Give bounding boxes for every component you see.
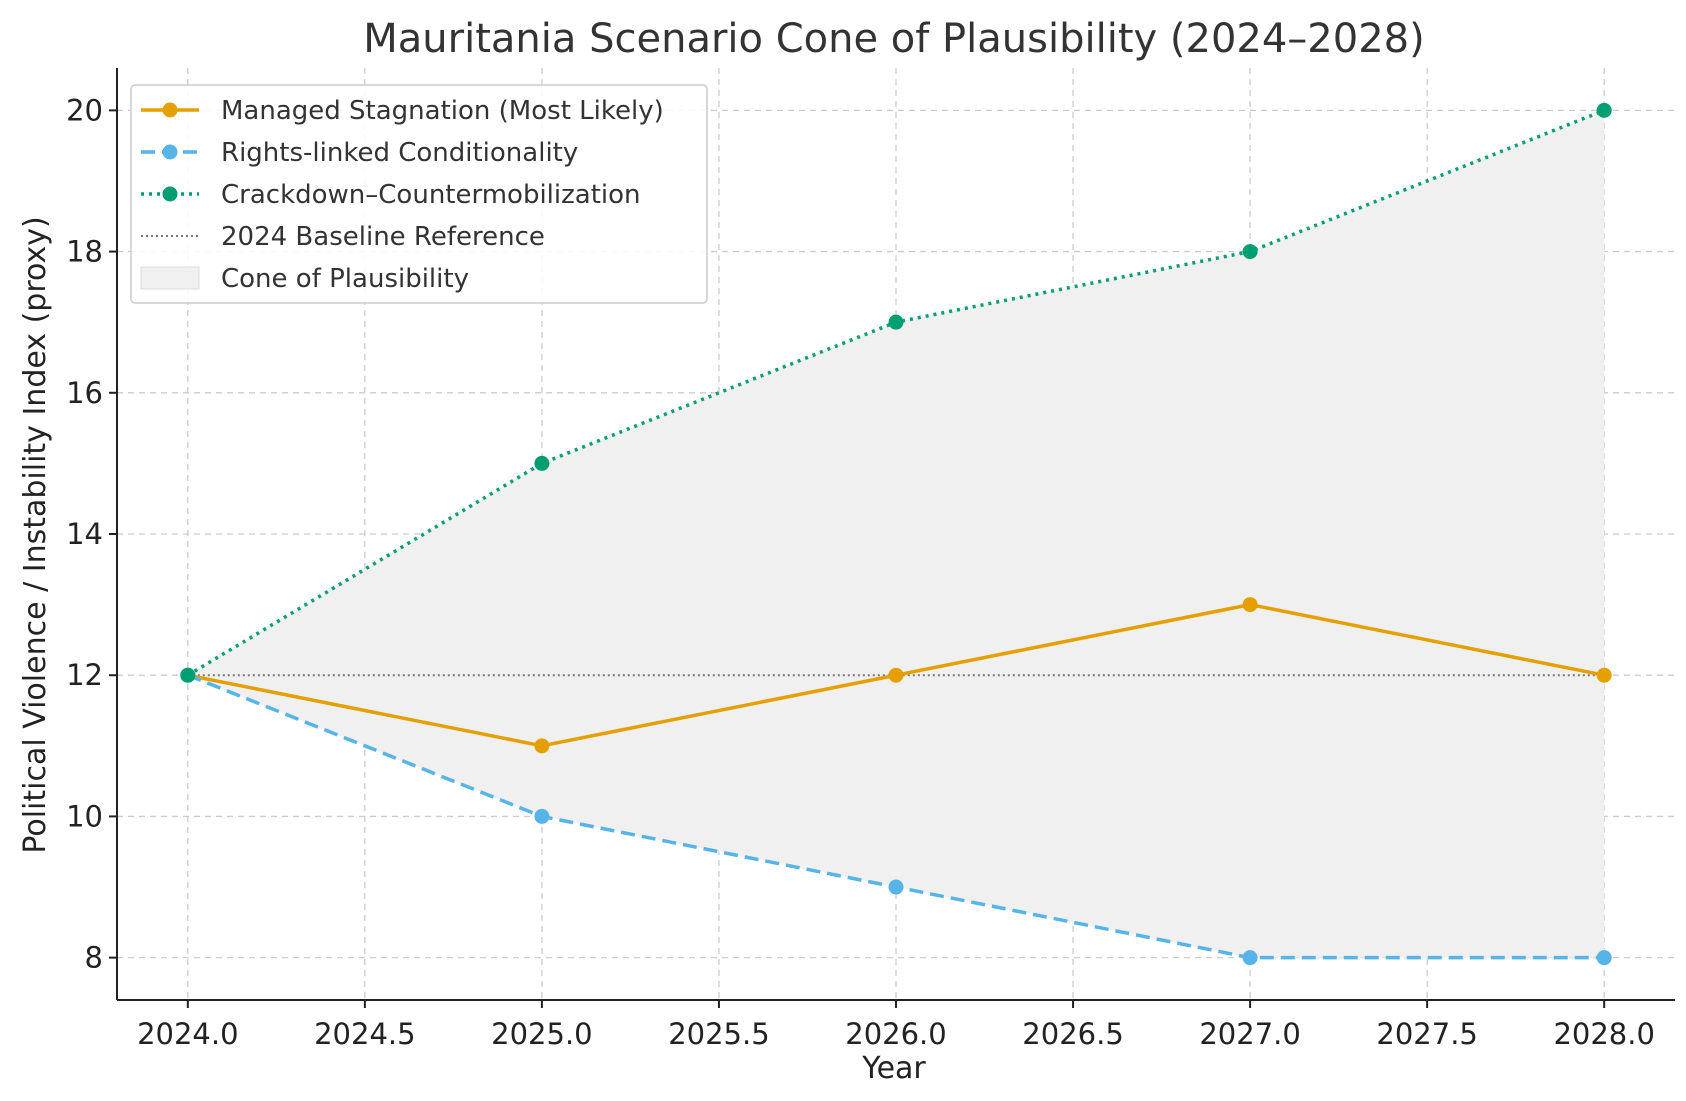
y-tick-label: 12 xyxy=(66,658,103,692)
series-0-point xyxy=(534,738,550,754)
x-tick-label: 2026.0 xyxy=(845,1017,946,1051)
series-2-point xyxy=(1596,102,1612,118)
x-tick-label: 2024.0 xyxy=(137,1017,238,1051)
y-ticks: 8 10 12 14 16 18 20 xyxy=(66,93,117,975)
y-tick-label: 16 xyxy=(66,376,103,410)
series-1-point xyxy=(534,808,550,824)
x-tick-label: 2024.5 xyxy=(314,1017,415,1051)
series-2-point xyxy=(534,455,550,471)
x-tick-label: 2026.5 xyxy=(1022,1017,1123,1051)
y-tick-label: 18 xyxy=(66,235,103,269)
legend-label: Managed Stagnation (Most Likely) xyxy=(221,96,664,126)
legend-label: Rights-linked Conditionality xyxy=(221,138,578,168)
legend: Managed Stagnation (Most Likely) Rights-l… xyxy=(130,84,708,304)
x-tick-label: 2028.0 xyxy=(1553,1017,1654,1051)
legend-swatch-marker xyxy=(162,144,178,160)
series-group xyxy=(180,102,1612,966)
series-1-point xyxy=(888,879,904,895)
legend-label: 2024 Baseline Reference xyxy=(221,222,545,252)
y-tick-label: 20 xyxy=(66,93,103,127)
y-tick-label: 8 xyxy=(85,941,103,975)
series-0-point xyxy=(888,667,904,683)
x-tick-label: 2027.5 xyxy=(1376,1017,1477,1051)
legend-swatch-cone xyxy=(140,266,200,290)
x-ticks: 2024.0 2024.5 2025.0 2025.5 2026.0 2026.5 2027… xyxy=(137,1000,1655,1051)
series-2-point xyxy=(1242,244,1258,260)
chart-title: Mauritania Scenario Cone of Plausibility… xyxy=(363,16,1424,62)
y-tick-label: 10 xyxy=(66,799,103,833)
x-tick-label: 2027.0 xyxy=(1199,1017,1300,1051)
legend-swatch-marker xyxy=(162,102,178,118)
x-tick-label: 2025.5 xyxy=(668,1017,769,1051)
series-2-point xyxy=(180,667,196,683)
y-tick-label: 14 xyxy=(66,517,103,551)
series-0-point xyxy=(1596,667,1612,683)
series-1-point xyxy=(1242,950,1258,966)
legend-label: Cone of Plausibility xyxy=(221,264,469,294)
series-2-point xyxy=(888,314,904,330)
series-1-point xyxy=(1596,950,1612,966)
legend-label: Crackdown–Countermobilization xyxy=(221,180,641,210)
series-0-point xyxy=(1242,597,1258,613)
legend-swatch-marker xyxy=(162,186,178,202)
x-tick-label: 2025.0 xyxy=(491,1017,592,1051)
x-axis-label: Year xyxy=(861,1051,926,1086)
y-axis-label: Political Violence / Instability Index (… xyxy=(18,216,53,853)
legend-box xyxy=(130,84,708,304)
